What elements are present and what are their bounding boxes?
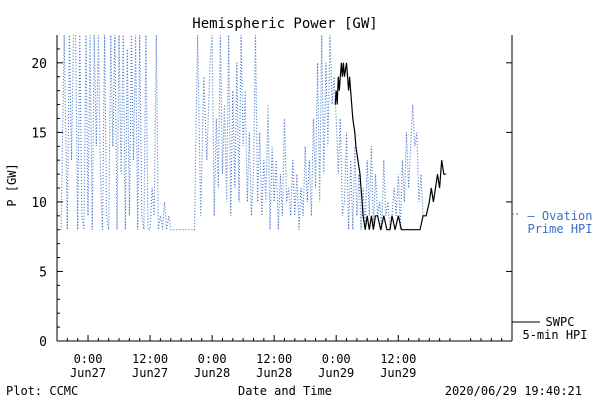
x-tick-date-label: Jun29: [380, 366, 416, 380]
x-tick-date-label: Jun27: [132, 366, 168, 380]
swpc-series-line: [334, 62, 446, 231]
y-tick-label: 15: [31, 126, 47, 141]
x-tick-time-label: 0:00: [322, 352, 351, 366]
legend-swpc-line2: 5-min HPI: [522, 328, 587, 342]
x-axis-label: Date and Time: [238, 384, 332, 398]
y-tick-label: 20: [31, 57, 47, 72]
footer-plot-credit: Plot: CCMC: [6, 384, 78, 398]
x-tick-time-label: 12:00: [380, 352, 416, 366]
y-tick-label: 10: [31, 196, 47, 211]
x-tick-date-label: Jun29: [318, 366, 354, 380]
y-axis-label: P [GW]: [5, 163, 19, 206]
chart-title: Hemispheric Power [GW]: [192, 16, 377, 32]
x-tick-time-label: 12:00: [132, 352, 168, 366]
legend-ovation-line1: — Ovation: [527, 209, 592, 223]
y-tick-label: 0: [39, 335, 47, 350]
footer-timestamp: 2020/06/29 19:40:21: [445, 384, 582, 398]
x-tick-date-label: Jun28: [256, 366, 292, 380]
x-tick-time-label: 12:00: [256, 352, 292, 366]
legend-swpc-line1: SWPC: [546, 315, 575, 329]
x-tick-time-label: 0:00: [74, 352, 103, 366]
y-tick-label: 5: [39, 265, 47, 280]
legend-ovation-line2: Prime HPI: [527, 222, 592, 236]
x-tick-time-label: 0:00: [198, 352, 227, 366]
x-tick-date-label: Jun28: [194, 366, 230, 380]
ovation-series-line: [60, 35, 426, 231]
x-tick-date-label: Jun27: [70, 366, 106, 380]
